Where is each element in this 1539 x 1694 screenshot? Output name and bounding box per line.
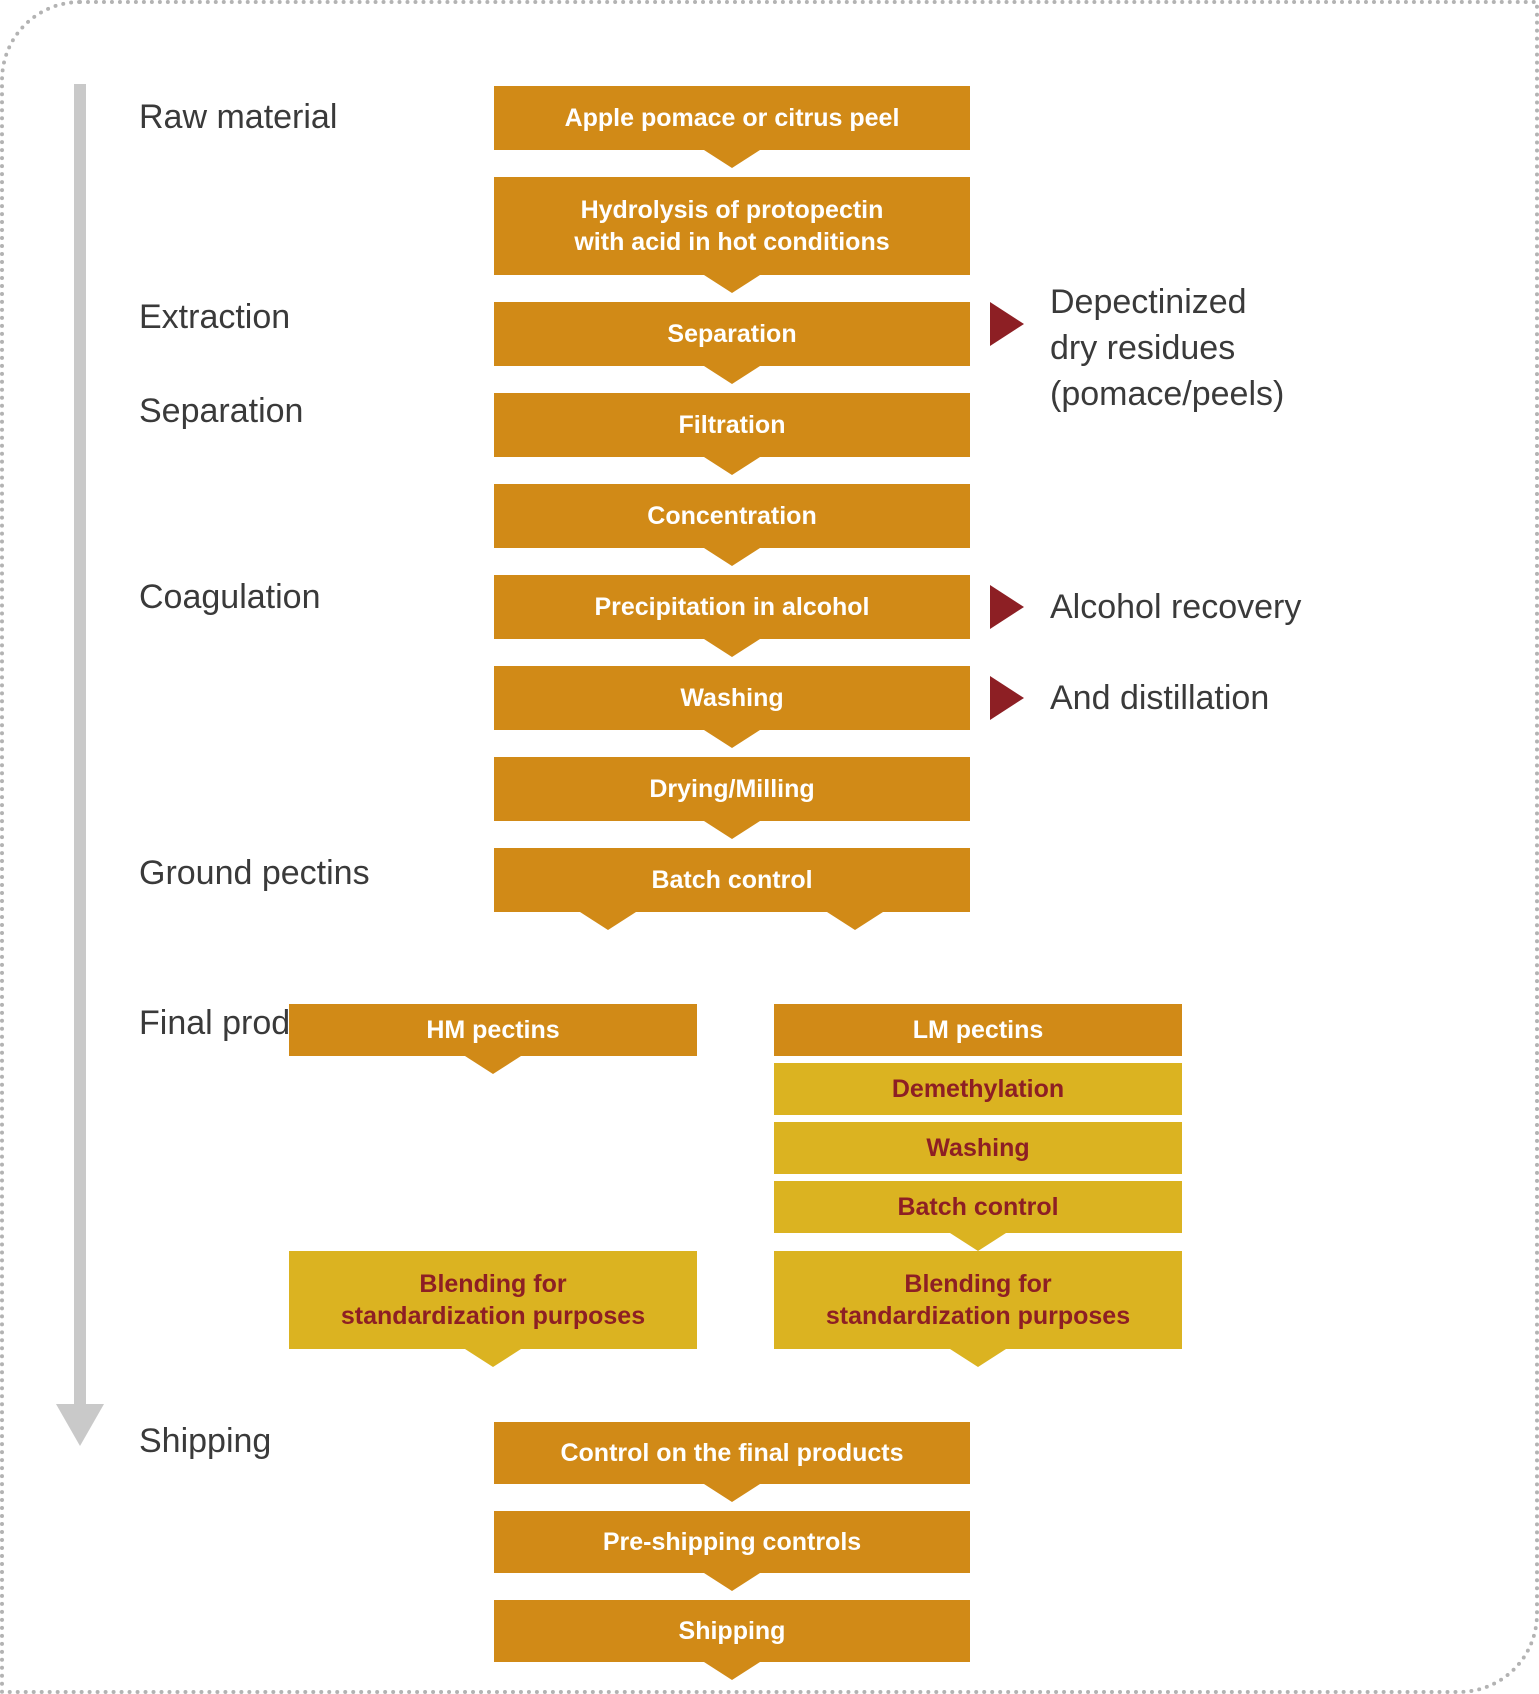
box-label: Demethylation	[892, 1073, 1064, 1106]
down-arrow-icon	[950, 1349, 1006, 1367]
down-arrow-icon	[704, 639, 760, 657]
box-label: Blending for standardization purposes	[826, 1268, 1130, 1333]
process-box: Demethylation	[774, 1063, 1182, 1115]
process-box: HM pectins	[289, 1004, 697, 1056]
process-box: Concentration	[494, 484, 970, 548]
output-label: And distillation	[1050, 676, 1269, 722]
process-box: Blending for standardization purposes	[289, 1251, 697, 1349]
down-arrow-icon	[465, 1349, 521, 1367]
arrow-line	[74, 84, 86, 1404]
stage-label: Shipping	[139, 1422, 271, 1461]
box-label: LM pectins	[913, 1014, 1044, 1047]
down-arrow-icon	[704, 275, 760, 293]
process-box: Pre-shipping controls	[494, 1511, 970, 1573]
down-arrow-icon	[704, 150, 760, 168]
box-label: Control on the final products	[560, 1437, 903, 1470]
process-box: Separation	[494, 302, 970, 366]
box-label: Washing	[926, 1132, 1029, 1165]
box-label: Washing	[680, 682, 783, 715]
arrow-head-icon	[56, 1404, 104, 1446]
down-arrow-icon	[580, 912, 636, 930]
box-label: Separation	[667, 318, 796, 351]
stage-label: Extraction	[139, 298, 290, 337]
process-box: Washing	[774, 1122, 1182, 1174]
box-label: Concentration	[647, 500, 816, 533]
process-box: Washing	[494, 666, 970, 730]
output-label: Depectinized dry residues (pomace/peels)	[1050, 280, 1284, 418]
process-box: LM pectins	[774, 1004, 1182, 1056]
box-label: Hydrolysis of protopectin with acid in h…	[574, 194, 889, 259]
stage-label: Ground pectins	[139, 854, 370, 893]
stage-label: Separation	[139, 392, 303, 431]
box-label: Filtration	[679, 409, 786, 442]
box-label: Apple pomace or citrus peel	[565, 102, 900, 135]
down-arrow-icon	[704, 821, 760, 839]
output-triangle-icon	[990, 302, 1024, 346]
box-label: Blending for standardization purposes	[341, 1268, 645, 1333]
box-label: Batch control	[651, 864, 812, 897]
process-box: Shipping	[494, 1600, 970, 1662]
stage-label: Raw material	[139, 98, 337, 137]
down-arrow-icon	[704, 366, 760, 384]
down-arrow-icon	[827, 912, 883, 930]
process-box: Precipitation in alcohol	[494, 575, 970, 639]
box-label: Precipitation in alcohol	[594, 591, 869, 624]
process-box: Control on the final products	[494, 1422, 970, 1484]
down-arrow-icon	[465, 1056, 521, 1074]
box-label: HM pectins	[426, 1014, 559, 1047]
output-label: Alcohol recovery	[1050, 585, 1301, 631]
process-box: Batch control	[774, 1181, 1182, 1233]
flowchart-container: Raw material Extraction Separation Coagulat…	[0, 0, 1539, 1694]
vertical-progress-arrow	[74, 84, 104, 1446]
process-box: Drying/Milling	[494, 757, 970, 821]
down-arrow-icon	[950, 1233, 1006, 1251]
down-arrow-icon	[704, 1573, 760, 1591]
down-arrow-icon	[704, 1484, 760, 1502]
box-label: Batch control	[897, 1191, 1058, 1224]
output-triangle-icon	[990, 585, 1024, 629]
process-box: Apple pomace or citrus peel	[494, 86, 970, 150]
stage-label: Coagulation	[139, 578, 320, 617]
down-arrow-icon	[704, 457, 760, 475]
process-box: Blending for standardization purposes	[774, 1251, 1182, 1349]
box-label: Shipping	[679, 1615, 786, 1648]
down-arrow-icon	[704, 730, 760, 748]
box-label: Drying/Milling	[649, 773, 814, 806]
output-triangle-icon	[990, 676, 1024, 720]
box-label: Pre-shipping controls	[603, 1526, 861, 1559]
process-box: Batch control	[494, 848, 970, 912]
process-box: Filtration	[494, 393, 970, 457]
down-arrow-icon	[704, 548, 760, 566]
process-box: Hydrolysis of protopectin with acid in h…	[494, 177, 970, 275]
down-arrow-icon	[704, 1662, 760, 1680]
